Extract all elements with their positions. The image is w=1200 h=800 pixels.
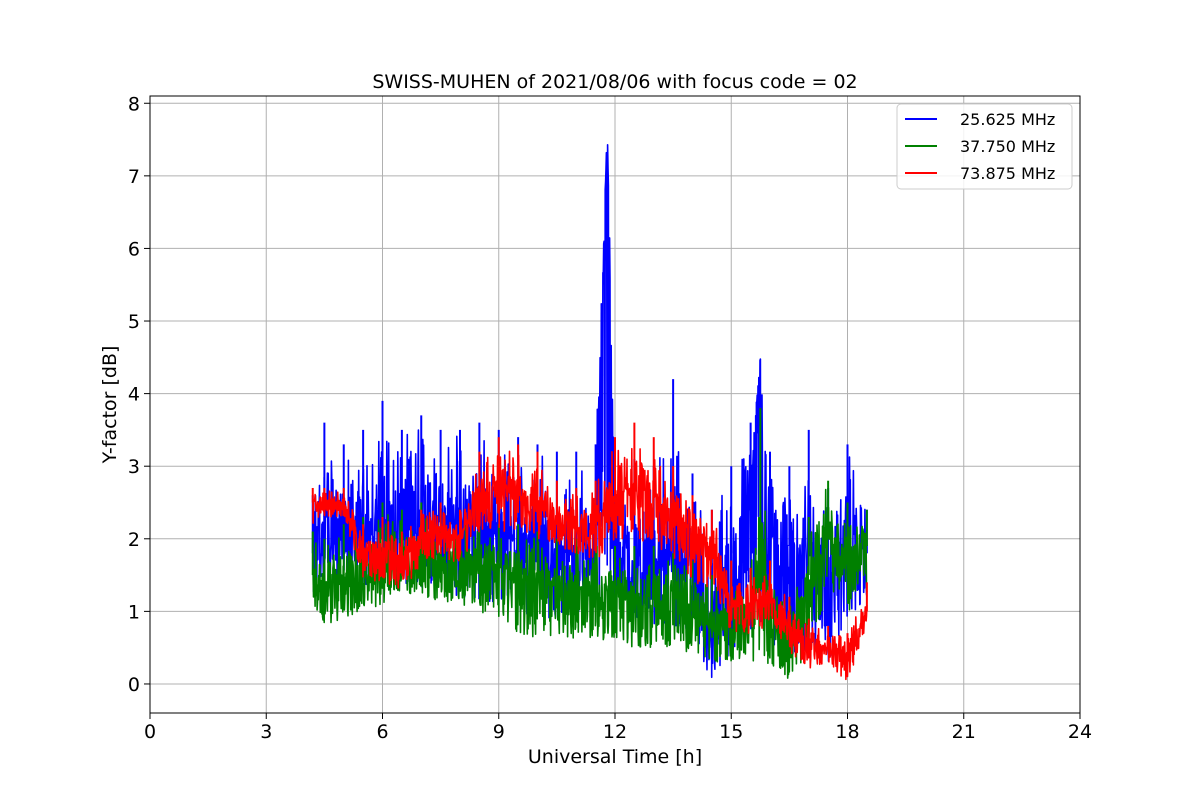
y-tick-label: 8 (128, 93, 140, 115)
chart-title: SWISS-MUHEN of 2021/08/06 with focus cod… (372, 71, 857, 93)
x-tick-label: 12 (603, 721, 627, 743)
legend-label: 37.750 MHz (960, 137, 1055, 156)
x-tick-label: 18 (835, 721, 859, 743)
y-tick-label: 2 (128, 529, 140, 551)
x-tick-label: 0 (144, 721, 156, 743)
y-axis-label: Y-factor [dB] (99, 346, 121, 465)
x-tick-label: 24 (1068, 721, 1092, 743)
series-layer (311, 144, 868, 681)
x-tick-label: 6 (376, 721, 388, 743)
y-tick-label: 1 (128, 601, 140, 623)
legend-label: 25.625 MHz (960, 110, 1055, 129)
y-tick-label: 7 (128, 166, 140, 188)
legend-label: 73.875 MHz (960, 164, 1055, 183)
x-tick-label: 15 (719, 721, 743, 743)
x-tick-label: 9 (493, 721, 505, 743)
y-tick-label: 4 (128, 384, 140, 406)
y-tick-label: 0 (128, 674, 140, 696)
x-axis-label: Universal Time [h] (528, 746, 702, 768)
x-tick-label: 3 (260, 721, 272, 743)
y-tick-label: 6 (128, 238, 140, 260)
series-line (312, 447, 868, 681)
legend: 25.625 MHz 37.750 MHz 73.875 MHz (896, 103, 1073, 190)
x-tick-label: 21 (952, 721, 976, 743)
y-tick-label: 3 (128, 456, 140, 478)
y-tick-label: 5 (128, 311, 140, 333)
legend-box (896, 103, 1073, 190)
series-2 (311, 422, 868, 681)
